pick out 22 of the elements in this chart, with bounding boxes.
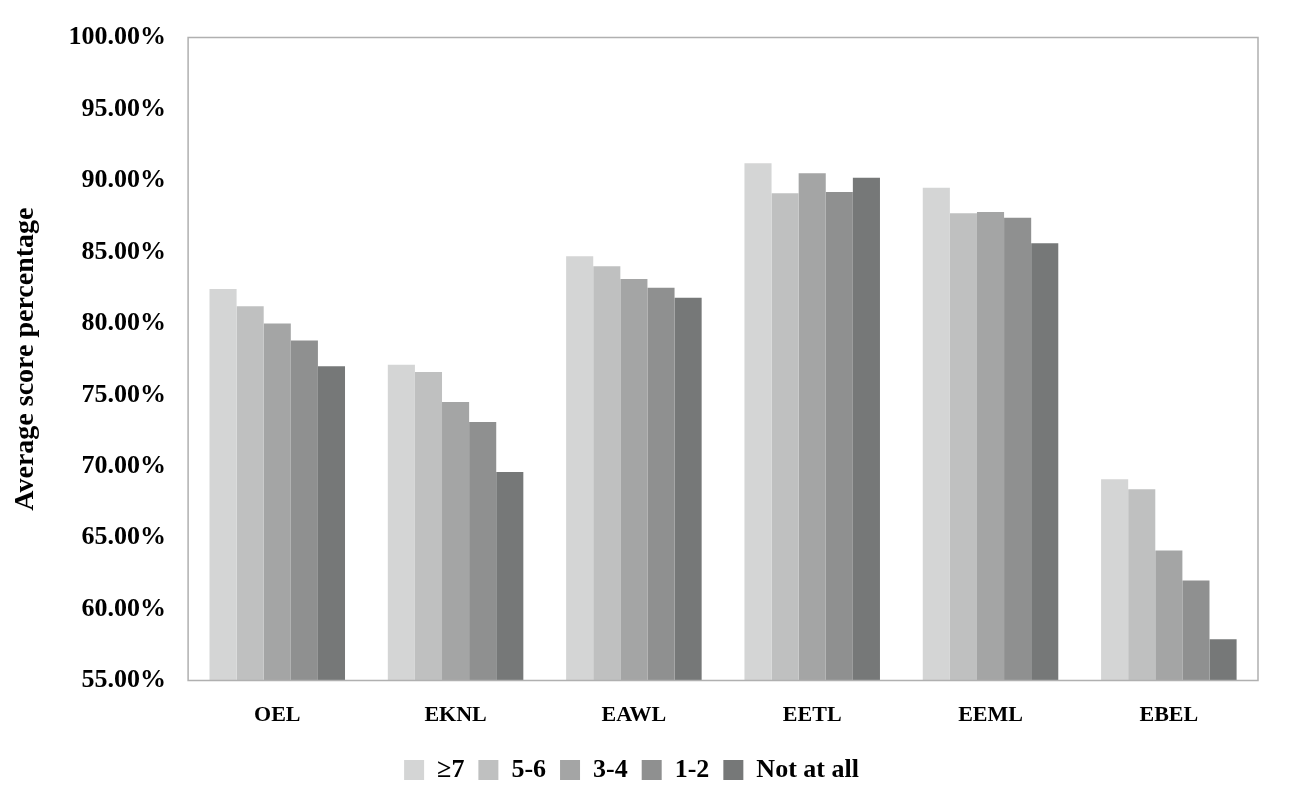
y-tick-label: 60.00% — [81, 592, 167, 622]
x-tick-label: EETL — [782, 701, 842, 727]
y-tick-label: 65.00% — [81, 521, 167, 551]
y-tick-label: 90.00% — [81, 164, 167, 194]
x-tick-label: EAWL — [601, 701, 667, 727]
x-tick-label: EKNL — [424, 701, 487, 727]
y-tick-label: 70.00% — [81, 449, 167, 479]
legend-label: Not at all — [756, 753, 859, 783]
x-tick-label: EEML — [958, 701, 1023, 727]
legend-label: 3-4 — [593, 753, 628, 783]
y-axis-title: Average score percentage — [8, 207, 40, 511]
y-tick-label: 75.00% — [81, 378, 167, 408]
y-tick-label: 100.00% — [68, 21, 167, 51]
y-tick-label: 95.00% — [81, 92, 167, 122]
legend-label: 5-6 — [511, 753, 547, 783]
x-tick-label: EBEL — [1139, 701, 1199, 727]
y-tick-label: 85.00% — [81, 235, 167, 265]
x-tick-label: OEL — [254, 701, 301, 727]
y-tick-label: 55.00% — [81, 664, 167, 694]
legend-label: 1-2 — [674, 753, 710, 783]
legend-label: ≥7 — [437, 753, 465, 783]
y-tick-label: 80.00% — [81, 307, 167, 337]
